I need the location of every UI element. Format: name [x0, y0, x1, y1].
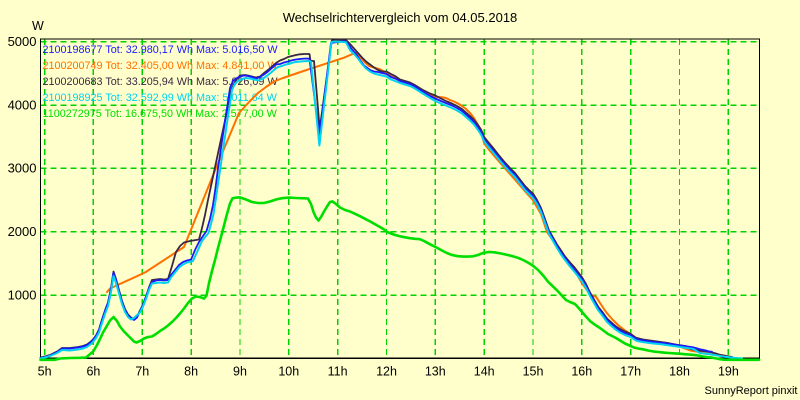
svg-text:1100272975 Tot: 16.675,50 Wh M: 1100272975 Tot: 16.675,50 Wh Max: 2.577,… — [43, 108, 278, 120]
svg-text:2100198677 Tot: 32.980,17 Wh M: 2100198677 Tot: 32.980,17 Wh Max: 5.016,… — [43, 44, 279, 56]
svg-text:SunnyReport pinxit: SunnyReport pinxit — [705, 385, 798, 397]
svg-text:11h: 11h — [328, 365, 348, 379]
svg-text:W: W — [32, 19, 44, 33]
svg-text:19h: 19h — [718, 365, 739, 379]
svg-text:2000: 2000 — [8, 224, 37, 239]
svg-text:15h: 15h — [523, 365, 544, 379]
svg-text:1000: 1000 — [8, 287, 37, 302]
svg-text:6h: 6h — [86, 365, 100, 379]
svg-text:7h: 7h — [135, 365, 149, 379]
svg-text:5000: 5000 — [8, 34, 37, 49]
svg-text:14h: 14h — [474, 365, 495, 379]
svg-text:2100200749 Tot: 32.405,00 Wh M: 2100200749 Tot: 32.405,00 Wh Max: 4.841,… — [43, 60, 279, 72]
svg-text:13h: 13h — [425, 365, 446, 379]
svg-text:16h: 16h — [571, 365, 592, 379]
svg-text:5h: 5h — [38, 365, 52, 379]
svg-text:10h: 10h — [278, 365, 299, 379]
svg-text:2100200683 Tot: 33.205,94 Wh M: 2100200683 Tot: 33.205,94 Wh Max: 5.026,… — [43, 76, 279, 88]
svg-text:18h: 18h — [669, 365, 690, 379]
svg-text:3000: 3000 — [8, 161, 37, 176]
svg-text:Wechselrichtervergleich vom 04: Wechselrichtervergleich vom 04.05.2018 — [283, 10, 518, 25]
svg-text:12h: 12h — [376, 365, 397, 379]
svg-text:17h: 17h — [620, 365, 641, 379]
svg-text:2100198925 Tot: 32.592,99 Wh M: 2100198925 Tot: 32.592,99 Wh Max: 5.011,… — [43, 92, 278, 104]
svg-text:9h: 9h — [233, 365, 247, 379]
svg-text:8h: 8h — [184, 365, 198, 379]
svg-text:4000: 4000 — [8, 97, 37, 112]
